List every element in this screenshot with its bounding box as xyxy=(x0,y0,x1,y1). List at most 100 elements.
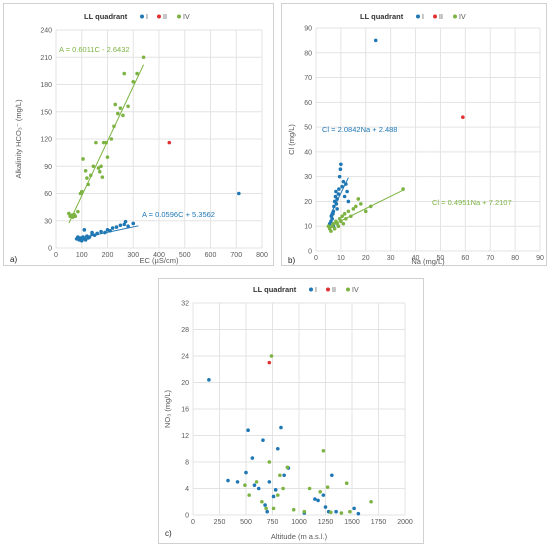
data-point-IV xyxy=(254,480,259,484)
data-point-IV xyxy=(329,229,333,233)
data-point-IV xyxy=(101,140,106,145)
y-axis-label: Alkalinity HCO₃⁻ (mg/L) xyxy=(14,99,23,179)
data-point-IV xyxy=(73,214,78,219)
x-tick-label: 10 xyxy=(337,255,345,262)
data-point-IV xyxy=(269,354,274,358)
chart-panel-c: 0 4 8 12 16 20 24 28 32 0 250 500 750 1000 1250 1500 175… xyxy=(158,278,424,544)
data-point-I xyxy=(92,233,97,238)
y-tick-label: 90 xyxy=(44,164,52,171)
y-axis-label: Cl (mg/L) xyxy=(287,124,296,155)
x-tick-label: 0 xyxy=(191,519,195,526)
data-point-IV xyxy=(351,207,356,211)
y-tick-label: 32 xyxy=(181,301,189,308)
data-point-IV xyxy=(401,187,405,191)
legend-marker xyxy=(140,14,144,19)
x-tick-label: 0 xyxy=(54,252,58,259)
data-point-IV xyxy=(243,483,247,487)
data-point-I xyxy=(114,225,119,229)
data-point-I xyxy=(323,505,328,509)
data-point-I xyxy=(331,209,336,214)
data-point-I xyxy=(110,226,115,230)
y-tick-label: 10 xyxy=(304,224,312,231)
data-point-I xyxy=(336,192,341,196)
data-point-I xyxy=(237,191,241,196)
data-point-I xyxy=(339,162,343,167)
data-point-I xyxy=(334,202,339,206)
data-point-I xyxy=(131,221,136,226)
data-point-IV xyxy=(271,506,276,511)
data-point-I xyxy=(342,194,347,199)
y-tick-label: 4 xyxy=(185,486,189,493)
data-point-IV xyxy=(104,140,109,145)
data-point-IV xyxy=(318,490,322,494)
y-tick-label: 80 xyxy=(304,50,312,57)
y-tick-label: 50 xyxy=(304,125,312,132)
data-point-IV xyxy=(131,79,136,84)
data-point-IV xyxy=(76,209,80,214)
data-point-I xyxy=(341,179,346,184)
y-tick-label: 12 xyxy=(181,433,189,440)
y-axis-label: NO₃ (mg/L) xyxy=(163,389,172,428)
y-tick-label: 24 xyxy=(181,354,189,361)
x-tick-label: 600 xyxy=(205,252,217,259)
data-point-IV xyxy=(342,212,347,216)
data-point-IV xyxy=(141,55,146,60)
data-point-I xyxy=(95,231,99,236)
y-tick-label: 240 xyxy=(40,28,52,35)
data-point-IV xyxy=(81,157,85,161)
data-point-IV xyxy=(116,111,120,116)
data-point-I xyxy=(265,509,269,514)
data-point-I xyxy=(207,378,211,382)
x-tick-label: 30 xyxy=(387,255,395,262)
data-point-IV xyxy=(88,173,93,178)
x-axis-label: EC (µS/cm) xyxy=(140,256,179,265)
chart-b-svg: 0 10 20 30 40 50 60 70 80 90 0 10 20 30 40 50 60 70 80 90 Cl… xyxy=(287,12,544,266)
y-tick-label: 120 xyxy=(40,137,52,144)
data-point-IV xyxy=(348,509,352,514)
legend-marker xyxy=(157,14,161,19)
data-point-I xyxy=(335,207,339,211)
data-point-II xyxy=(167,140,172,145)
y-tick-label: 30 xyxy=(304,174,312,181)
data-point-IV xyxy=(344,481,349,485)
data-point-IV xyxy=(83,168,88,173)
x-tick-label: 300 xyxy=(127,252,139,259)
x-tick-label: 1000 xyxy=(291,519,307,526)
x-tick-label: 90 xyxy=(536,255,544,262)
y-tick-label: 28 xyxy=(181,327,189,334)
x-tick-label: 200 xyxy=(102,252,114,259)
data-point-IV xyxy=(109,137,114,141)
data-point-I xyxy=(267,480,272,484)
data-point-I xyxy=(273,488,278,492)
data-point-IV xyxy=(307,486,312,491)
data-point-IV xyxy=(276,493,280,497)
legend-marker xyxy=(453,14,457,19)
y-tick-label: 20 xyxy=(304,199,312,206)
data-point-IV xyxy=(85,176,89,180)
data-point-I xyxy=(235,480,240,484)
data-point-IV xyxy=(344,216,348,221)
x-tick-label: 50 xyxy=(437,255,445,262)
panel-label: b) xyxy=(288,256,295,265)
legend-entry: I xyxy=(422,14,424,21)
trendline-equation: A = 0.6011C - 2.6432 xyxy=(59,45,130,54)
data-point-IV xyxy=(86,182,90,187)
data-point-I xyxy=(256,486,261,491)
data-point-I xyxy=(337,174,342,179)
data-point-IV xyxy=(329,510,333,515)
trendline-equation: A = 0.0596C + 5.3562 xyxy=(142,210,215,219)
data-point-IV xyxy=(285,465,290,470)
x-tick-label: 2000 xyxy=(397,519,413,526)
legend-entry: IV xyxy=(459,14,466,21)
chart-c-svg: 0 4 8 12 16 20 24 28 32 0 250 500 750 1000 1250 1500 175… xyxy=(163,285,413,541)
x-tick-label: 400 xyxy=(153,252,165,259)
x-tick-label: 100 xyxy=(76,252,88,259)
legend-entry: II xyxy=(439,14,443,21)
y-tick-label: 40 xyxy=(304,149,312,156)
x-axis-label: Altitude (m a.s.l.) xyxy=(271,532,328,541)
chart-panel-a: 0 30 60 90 120 150 180 210 240 0 100 200 300 400 500 60… xyxy=(3,3,274,266)
data-point-I xyxy=(332,204,336,209)
y-tick-label: 16 xyxy=(181,407,189,414)
y-tick-label: 70 xyxy=(304,75,312,82)
data-point-I xyxy=(330,473,334,478)
